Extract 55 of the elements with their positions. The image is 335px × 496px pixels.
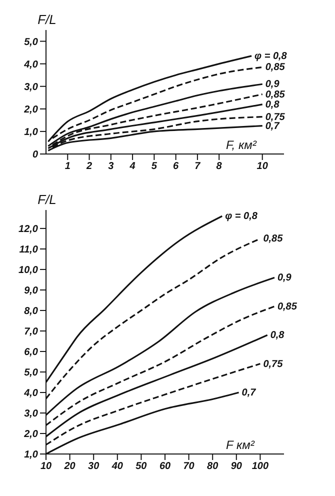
x-tick-label: 30 xyxy=(88,461,100,472)
y-tick-label: 0 xyxy=(32,150,38,161)
series-label: 0,85 xyxy=(265,89,286,100)
x-tick-label: 10 xyxy=(40,461,52,472)
y-tick-label: 5,0 xyxy=(24,36,38,48)
x-tick-label: 90 xyxy=(230,461,242,472)
y-tick-label: 8,0 xyxy=(24,306,38,318)
series-label: 0,9 xyxy=(277,272,292,284)
series-label: 0,7 xyxy=(265,120,280,132)
y-axis-title: F/L xyxy=(38,12,56,27)
series-label: 0,85 xyxy=(263,234,284,245)
y-tick-label: 4,0 xyxy=(23,59,38,70)
y-tick-label: 3,0 xyxy=(24,82,38,93)
series-label: 0,7 xyxy=(242,387,256,398)
x-tick-label: 7 xyxy=(194,161,201,172)
series-label: φ = 0,8 xyxy=(225,211,258,222)
series-label: 0,85 xyxy=(277,301,298,312)
x-tick-label: 5 xyxy=(151,161,158,172)
y-tick-label: 6,0 xyxy=(24,347,38,358)
x-axis-title: F км² xyxy=(226,438,256,452)
y-tick-label: 1,0 xyxy=(24,127,38,138)
series-label: φ = 0,8 xyxy=(254,50,288,62)
series-label: 0,75 xyxy=(265,112,286,123)
x-axis-title: F, км² xyxy=(226,138,258,152)
y-axis-title: F/L xyxy=(38,192,56,207)
y-tick-label: 2,0 xyxy=(23,429,38,440)
x-tick-label: 50 xyxy=(136,461,148,472)
y-tick-label: 11,0 xyxy=(19,244,38,256)
x-tick-label: 8 xyxy=(216,161,222,172)
x-tick-label: 6 xyxy=(173,161,180,172)
x-tick-label: 2 xyxy=(85,161,92,172)
y-tick-label: 12,0 xyxy=(18,224,38,236)
y-tick-label: 4,0 xyxy=(23,388,38,400)
series-label: 0,8 xyxy=(270,330,285,342)
x-tick-label: 100 xyxy=(252,461,269,472)
series-label: 0,85 xyxy=(265,62,286,74)
series-label: 0,9 xyxy=(265,79,280,90)
y-tick-label: 2,0 xyxy=(23,104,38,116)
y-tick-label: 10,0 xyxy=(18,265,38,276)
y-tick-label: 7,0 xyxy=(24,326,38,338)
x-tick-label: 20 xyxy=(63,461,76,472)
x-tick-label: 70 xyxy=(183,461,195,472)
x-tick-label: 1 xyxy=(64,161,71,172)
series-label: 0,8 xyxy=(265,99,280,110)
x-tick-label: 10 xyxy=(256,161,268,172)
x-tick-label: 4 xyxy=(128,161,136,172)
y-tick-label: 1,0 xyxy=(24,450,38,461)
series-label: 0,75 xyxy=(263,358,284,370)
x-tick-label: 3 xyxy=(108,161,114,172)
x-tick-label: 60 xyxy=(159,461,171,472)
y-tick-label: 3,0 xyxy=(24,408,38,420)
y-tick-label: 9,0 xyxy=(24,286,38,297)
y-tick-label: 5,0 xyxy=(24,368,38,379)
x-tick-label: 80 xyxy=(207,461,219,472)
x-tick-label: 40 xyxy=(110,461,124,472)
